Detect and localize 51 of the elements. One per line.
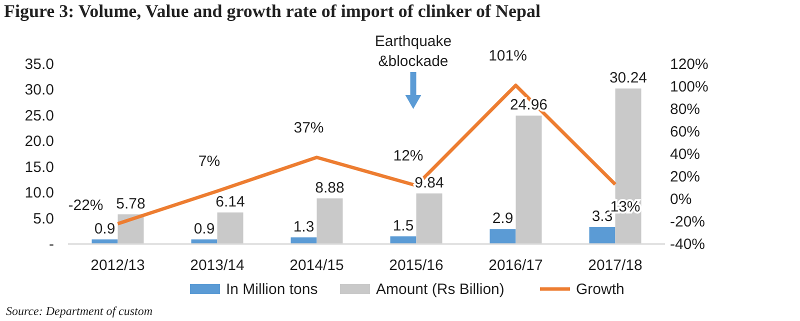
y2-tick-label: 0% bbox=[670, 191, 692, 208]
y-tick-label: 25.0 bbox=[24, 107, 54, 124]
data-label: 30.24 bbox=[609, 69, 648, 86]
bar bbox=[316, 198, 343, 244]
y-tick-label: 5.0 bbox=[33, 210, 54, 228]
x-tick-label: 2015/16 bbox=[389, 257, 444, 274]
annotation: Earthquake &blockade bbox=[374, 33, 452, 70]
x-tick-label: 2012/13 bbox=[90, 257, 145, 274]
data-label: 0.9 bbox=[94, 220, 116, 238]
x-tick-label: 2014/15 bbox=[290, 257, 344, 274]
data-label: 12% bbox=[393, 148, 424, 164]
y2-tick-label: 60% bbox=[670, 124, 700, 140]
x-tick-label: 2017/18 bbox=[588, 257, 642, 274]
y2-tick-label: -20% bbox=[670, 214, 706, 230]
x-tick-label: 2013/14 bbox=[190, 257, 244, 274]
data-label: 1.3 bbox=[293, 218, 314, 236]
y-tick-label: 10.0 bbox=[24, 184, 54, 202]
source-note: Source: Department of custom bbox=[6, 304, 153, 318]
bar bbox=[516, 116, 542, 244]
bar bbox=[217, 212, 244, 244]
y-tick-label: 15.0 bbox=[24, 158, 54, 176]
y-tick-label: 35.0 bbox=[24, 56, 54, 73]
data-label: 2.9 bbox=[492, 210, 514, 228]
data-label: 101% bbox=[488, 47, 527, 64]
bar bbox=[589, 227, 616, 244]
data-label: -22% bbox=[68, 196, 104, 214]
y2-tick-label: 80% bbox=[670, 101, 700, 118]
y2-tick-label: 100% bbox=[670, 78, 708, 96]
legend-label: Amount (Rs Billion) bbox=[376, 281, 504, 298]
bar bbox=[390, 236, 416, 244]
data-label: 8.88 bbox=[315, 179, 344, 196]
y2-tick-label: 120% bbox=[670, 56, 708, 73]
data-label: 7% bbox=[198, 153, 220, 170]
y-tick-label: 30.0 bbox=[24, 82, 54, 99]
y2-tick-label: 20% bbox=[670, 168, 700, 186]
data-label: 6.14 bbox=[216, 193, 245, 210]
data-label: 0.9 bbox=[194, 220, 215, 238]
legend-label: In Million tons bbox=[226, 281, 318, 298]
y2-tick-label: 40% bbox=[670, 146, 700, 163]
data-label: 37% bbox=[294, 119, 324, 136]
chart-title: Figure 3: Volume, Value and growth rate of import of clinker of Nepal bbox=[4, 1, 540, 21]
y2-tick-label: -40% bbox=[670, 236, 706, 253]
bar bbox=[290, 237, 317, 244]
y-tick-label: 20.0 bbox=[24, 133, 54, 150]
x-tick-label: 2016/17 bbox=[488, 257, 543, 274]
y-tick-label: - bbox=[49, 236, 54, 253]
legend-label: Growth bbox=[576, 281, 624, 298]
data-label: 5.78 bbox=[116, 195, 146, 212]
bar bbox=[490, 229, 516, 244]
bar bbox=[416, 193, 442, 244]
data-label: 1.5 bbox=[392, 217, 414, 234]
